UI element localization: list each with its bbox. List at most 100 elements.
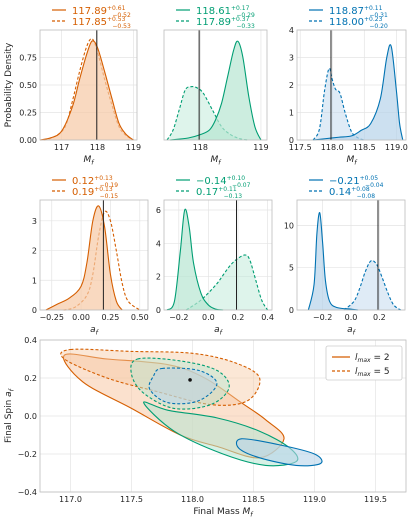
af-l3-series-0-line [166, 208, 224, 311]
mf-l2-series-0-line [39, 40, 134, 141]
af-l4-frame [296, 199, 406, 311]
mf-l4-xtick-label: 118.5 [353, 143, 376, 152]
mf-l3-series-1-fill [167, 86, 249, 140]
af-l3-xlabel: af [214, 325, 224, 337]
af-l4-xlabel: af [347, 325, 357, 337]
mf-l2-ytick-label: 0.25 [19, 109, 37, 118]
mf-l4-xtick-label: 117.5 [289, 143, 312, 152]
joint-legend-label: lmax = 2 [355, 353, 390, 364]
joint-contour-blue-dashed [148, 367, 218, 405]
mf-l2-series-0-fill [40, 40, 134, 140]
mf-l2-ytick-label: 0.00 [19, 136, 37, 145]
joint-xtick-label: 118.0 [181, 495, 204, 504]
joint-ytick-label: −0.2 [18, 450, 37, 459]
af-l3-xtick-label: 0.0 [202, 313, 215, 322]
joint-xtick-label: 117.5 [120, 495, 143, 504]
af-l4-legend-label: 0.14+0.08 −0.08 [329, 186, 375, 200]
joint-ylabel: Final Spin af [4, 387, 16, 443]
mf-l2-ytick-label: 0.75 [19, 54, 37, 63]
mf-l3-frame [163, 29, 268, 141]
mf-l2-ytick-label: 0.50 [19, 81, 37, 90]
mf-l2-xtick-label: 118 [90, 143, 105, 152]
mf-l4-ytick-label: 0 [289, 136, 294, 145]
joint-ytick-label: 0.4 [24, 336, 37, 345]
mf-l4-ytick-label: 2 [289, 81, 294, 90]
mf-l4-legend-label: 118.87+0.11 −0.31 [329, 5, 388, 19]
mf-l4-ytick-label: 3 [289, 54, 294, 63]
af-l2-xlabel: af [90, 325, 100, 337]
mf-l3-legend-label: 117.89+0.37 −0.33 [196, 16, 255, 30]
af-l4-series-0-line [307, 212, 359, 311]
mf-l4-ytick-label: 1 [289, 109, 294, 118]
joint-ytick-label: −0.4 [18, 488, 37, 497]
mf-l4-series-1-fill [313, 68, 365, 140]
mf-l2-ylabel: Probability Density [4, 42, 14, 127]
af-l2-ytick-label: 3 [32, 217, 37, 226]
af-l4-series-1-line [343, 259, 402, 311]
joint-frame [39, 339, 407, 493]
af-l4-xtick-label: 0.0 [345, 313, 358, 322]
af-l4-series-1-fill [343, 260, 401, 310]
mf-l2-xtick-label: 119 [126, 143, 141, 152]
mf-l2-frame [39, 29, 138, 141]
af-l4-xtick-label: 0.2 [373, 313, 386, 322]
joint-xtick-label: 118.5 [242, 495, 265, 504]
joint-ytick-label: 0.0 [24, 412, 37, 421]
joint-xtick-label: 119.5 [364, 495, 387, 504]
af-l4-ytick-label: 5 [289, 264, 294, 273]
af-l4-ytick-label: 0 [289, 306, 294, 315]
af-l2-legend-label: 0.12+0.13 −0.19 [72, 175, 118, 189]
af-l4-series-0-fill [308, 212, 359, 310]
mf-l2-legend-label: 117.89+0.61 −0.52 [72, 5, 131, 19]
mf-l3-legend-label: 118.61+0.17 −0.29 [196, 5, 255, 19]
mf-l4-series-0-fill [313, 44, 403, 140]
af-l3-legend-label: 0.17+0.11 −0.13 [196, 186, 242, 200]
mf-l3-series-0-line [170, 40, 262, 141]
af-l3-ytick-label: 6 [156, 206, 161, 215]
mf-l4-xtick-label: 119.0 [385, 143, 408, 152]
af-l3-series-1-fill [186, 254, 268, 310]
mf-l2-xtick-label: 117 [54, 143, 69, 152]
af-l3-xtick-label: −0.2 [169, 313, 188, 322]
mf-l4-xtick-label: 118.0 [321, 143, 344, 152]
af-l2-ytick-label: 1 [32, 276, 37, 285]
af-l2-xtick-label: 0.25 [102, 313, 120, 322]
mf-l4-legend-label: 118.00+0.23 −0.20 [329, 16, 388, 30]
af-l2-xtick-label: 0.50 [131, 313, 149, 322]
joint-xtick-label: 119.0 [303, 495, 326, 504]
mf-l4-series-0-line [312, 44, 404, 141]
joint-xlabel: Final Mass Mf [193, 507, 254, 519]
af-l3-xtick-label: 0.4 [261, 313, 274, 322]
mf-l4-ytick-label: 4 [289, 26, 294, 35]
af-l3-ytick-label: 0 [156, 306, 161, 315]
joint-contour-blue-solid [235, 438, 323, 467]
mf-l2-legend-label: 117.85+0.53 −0.53 [72, 16, 131, 30]
af-l2-ytick-label: 0 [32, 306, 37, 315]
joint-ytick-label: 0.2 [24, 374, 37, 383]
af-l3-series-0-fill [166, 209, 224, 310]
af-l3-series-1-line [185, 254, 269, 311]
af-l2-xtick-label: 0.00 [72, 313, 90, 322]
joint-xtick-label: 117.0 [59, 495, 82, 504]
af-l3-xtick-label: 0.2 [232, 313, 245, 322]
af-l2-legend-label: 0.19+0.13 −0.15 [72, 186, 118, 200]
af-l4-ytick-label: 10 [284, 221, 294, 230]
af-l3-ytick-label: 4 [156, 239, 161, 248]
af-l3-ytick-label: 2 [156, 273, 161, 282]
mf-l3-xtick-label: 119 [253, 143, 268, 152]
af-l4-xtick-label: −0.2 [313, 313, 332, 322]
af-l2-xtick-label: −0.25 [39, 313, 64, 322]
mf-l3-series-0-fill [170, 41, 261, 140]
af-l3-legend-label: −0.14+0.10 −0.07 [196, 175, 251, 189]
af-l2-series-0-line [45, 205, 123, 311]
mf-l4-xlabel: Mf [346, 155, 358, 167]
mf-l3-xtick-label: 118 [193, 143, 208, 152]
mf-l3-xlabel: Mf [210, 155, 222, 167]
af-l2-frame [39, 199, 149, 311]
joint-true-point [188, 378, 192, 382]
af-l3-frame [163, 199, 273, 311]
af-l2-series-1-line [63, 210, 141, 311]
af-l4-legend-label: −0.21+0.05 −0.04 [329, 175, 384, 189]
mf-l2-xlabel: Mf [83, 155, 95, 167]
